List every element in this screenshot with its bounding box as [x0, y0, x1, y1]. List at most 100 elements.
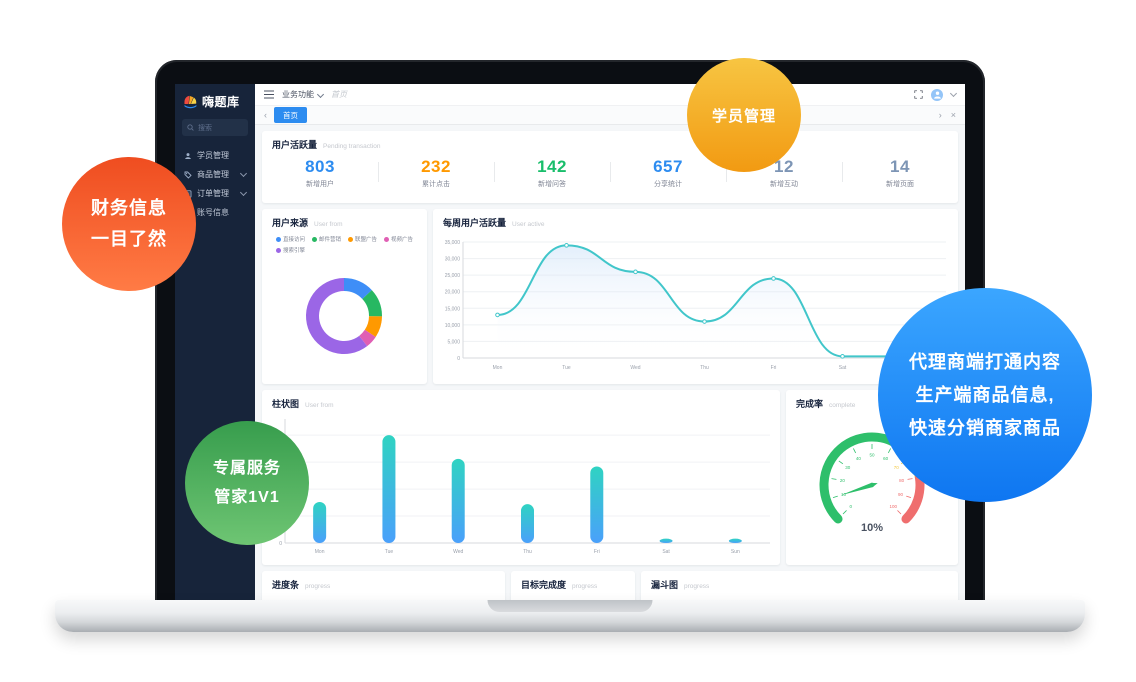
user-avatar[interactable]	[931, 88, 943, 101]
chevron-down-icon	[239, 169, 248, 178]
sidebar-item-goods[interactable]: 商品管理	[175, 165, 255, 184]
svg-text:Thu: Thu	[700, 365, 709, 371]
weekly-active-line-chart[interactable]: 0 5,000 10,000 15,000 20,000 25,000 30,000 35,0…	[433, 232, 958, 378]
dashboard-content: 用户活跃量 Pending transaction 803 新增用户 232	[255, 125, 965, 601]
svg-text:Mon: Mon	[493, 365, 503, 371]
tabs-back-icon[interactable]: ‹	[264, 109, 267, 120]
bar[interactable]	[590, 466, 604, 543]
app-title: 嗨题库	[202, 95, 240, 109]
svg-text:Sat: Sat	[839, 365, 847, 371]
chevron-down-icon	[239, 188, 248, 197]
topbar-menu-dropdown[interactable]: 业务功能	[282, 89, 325, 100]
student-icon	[184, 152, 192, 160]
tabs-forward-icon[interactable]: ›	[938, 109, 942, 120]
svg-text:Fri: Fri	[771, 365, 777, 371]
goods-tag-icon	[184, 171, 192, 179]
svg-text:0: 0	[850, 504, 853, 509]
chevron-down-icon	[316, 90, 325, 98]
svg-text:5,000: 5,000	[447, 339, 460, 345]
logo-icon	[183, 95, 198, 109]
line-data-point[interactable]	[840, 354, 845, 359]
collapse-menu-icon[interactable]	[264, 90, 274, 99]
gauge-value-label: 10%	[861, 522, 883, 534]
weekly-active-card: 每周用户活跃量 User active 0 5,000 10,000 15,000 20…	[433, 209, 958, 384]
stat-new-interactions: 12 新增互动	[726, 157, 842, 189]
svg-text:30: 30	[845, 465, 851, 470]
donut-legend: 直接访问 邮件营销 联盟广告 视频广告搜索引擎	[262, 232, 427, 254]
line-data-point[interactable]	[633, 269, 638, 275]
donut-slice[interactable]	[306, 278, 368, 354]
legend-dot-icon	[312, 236, 318, 242]
bar[interactable]	[728, 538, 742, 543]
donut-slice[interactable]	[364, 316, 382, 337]
sidebar-search-input[interactable]: 搜索	[182, 119, 248, 136]
line-data-point[interactable]	[702, 319, 707, 324]
bubble-student-management: 学员管理	[687, 58, 801, 172]
svg-text:Sat: Sat	[662, 549, 670, 555]
bar[interactable]	[521, 504, 534, 543]
svg-text:Wed: Wed	[630, 365, 640, 371]
weekly-bar-chart[interactable]: 0 Mon Tue Wed Thu Fri Sat Sun	[262, 413, 780, 559]
legend-dot-icon	[276, 247, 281, 253]
line-data-point[interactable]	[771, 276, 776, 281]
bar[interactable]	[451, 458, 465, 543]
sidebar-item-students[interactable]: 学员管理	[175, 146, 255, 165]
card-title: 用户活跃量	[272, 140, 318, 150]
svg-text:Tue: Tue	[385, 549, 394, 555]
svg-text:Fri: Fri	[594, 549, 600, 555]
svg-text:35,000: 35,000	[445, 240, 461, 246]
tabbar: ‹ 首页 › ×	[255, 106, 965, 125]
svg-text:0: 0	[457, 356, 460, 362]
svg-text:40: 40	[856, 456, 862, 461]
donut-slice[interactable]	[359, 329, 376, 347]
bubble-exclusive-service: 专属服务 管家1V1	[185, 421, 309, 545]
bar[interactable]	[382, 435, 396, 543]
svg-text:50: 50	[869, 453, 875, 458]
stat-new-questions: 142 新增问答	[494, 157, 610, 189]
laptop-base	[55, 600, 1085, 632]
bar[interactable]	[313, 502, 327, 543]
main-area: 业务功能 首页 ‹	[255, 84, 965, 601]
legend-item[interactable]: 直接访问	[276, 235, 305, 243]
legend-item[interactable]: 视频广告	[384, 235, 413, 243]
svg-text:25,000: 25,000	[445, 273, 461, 279]
line-data-point[interactable]	[495, 312, 500, 318]
svg-text:Sun: Sun	[731, 549, 740, 555]
svg-text:10,000: 10,000	[445, 323, 461, 329]
svg-text:90: 90	[898, 492, 904, 497]
svg-text:80: 80	[899, 478, 905, 483]
legend-dot-icon	[348, 236, 354, 242]
tabs-close-icon[interactable]: ×	[950, 109, 956, 120]
legend-item[interactable]: 邮件营销	[312, 235, 341, 243]
svg-text:60: 60	[883, 456, 889, 461]
user-source-card: 用户来源 User from 直接访问 邮件营销 联盟广告 视频广告 搜索引擎	[262, 209, 427, 384]
svg-text:0: 0	[279, 541, 282, 547]
svg-text:Thu: Thu	[523, 549, 532, 555]
svg-text:100: 100	[889, 504, 897, 509]
dashboard-app: 嗨题库 搜索 学员管理	[175, 84, 965, 601]
user-source-donut-chart[interactable]	[272, 254, 417, 380]
stats-row: 803 新增用户 232 累计点击 142 新增问答	[262, 154, 958, 195]
tab-home[interactable]: 首页	[274, 107, 307, 123]
fullscreen-icon[interactable]	[914, 90, 923, 99]
legend-item[interactable]: 联盟广告	[348, 235, 377, 243]
progress-bar-card: 进度条 progress	[262, 571, 505, 601]
legend-dot-icon	[276, 236, 281, 242]
bar[interactable]	[659, 538, 673, 543]
search-icon	[187, 124, 194, 131]
bubble-agent-distribution: 代理商端打通内容 生产端商品信息, 快速分销商家商品	[878, 288, 1092, 502]
line-data-point[interactable]	[564, 243, 569, 248]
funnel-chart-card: 漏斗图 progress	[641, 571, 958, 601]
svg-text:30,000: 30,000	[445, 257, 461, 263]
svg-text:Wed: Wed	[453, 549, 463, 555]
svg-text:Mon: Mon	[315, 549, 325, 555]
donut-slice[interactable]	[362, 290, 382, 317]
stat-shares: 657 分享统计	[610, 157, 726, 189]
user-activity-card: 用户活跃量 Pending transaction 803 新增用户 232	[262, 131, 958, 203]
chevron-down-icon[interactable]	[949, 89, 958, 98]
legend-item[interactable]: 搜索引擎	[276, 246, 305, 254]
stat-new-pages: 14 新增页面	[842, 157, 958, 189]
donut-slice[interactable]	[344, 278, 372, 299]
topbar: 业务功能 首页	[255, 84, 965, 106]
app-logo[interactable]: 嗨题库	[175, 84, 255, 119]
